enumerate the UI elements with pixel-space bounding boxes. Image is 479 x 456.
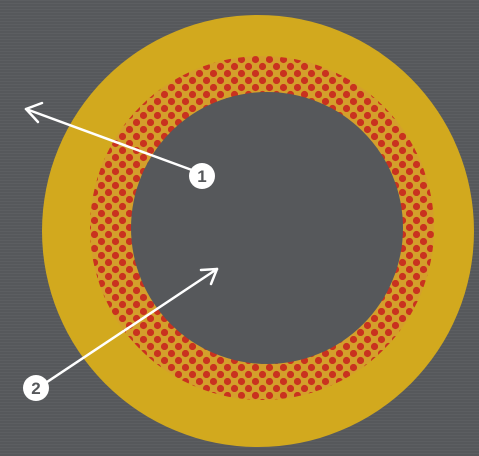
callout-2-badge [23, 375, 49, 401]
callout-2-arrowhead [199, 267, 219, 286]
callout-2-line [36, 267, 219, 390]
callout-1-number: 1 [197, 167, 206, 186]
callout-1-arrowhead [24, 101, 44, 124]
center-hole [131, 92, 403, 364]
callout-2: 2 [23, 267, 219, 401]
callout-1-line [24, 107, 202, 175]
callout-1: 1 [24, 101, 215, 189]
callout-1-badge [189, 163, 215, 189]
callout-2-number: 2 [31, 379, 40, 398]
